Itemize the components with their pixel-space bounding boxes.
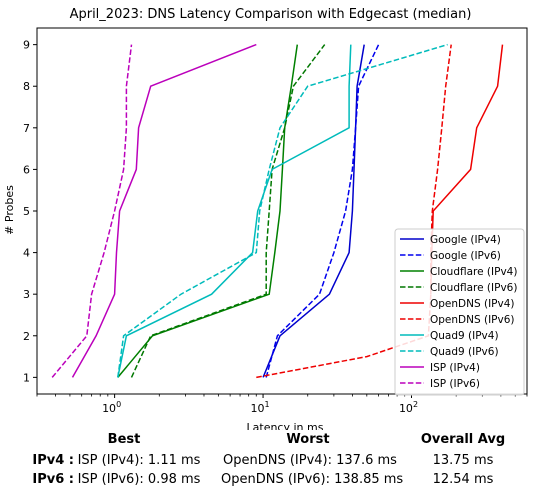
y-tick-label: 8 <box>23 80 30 93</box>
summary-row-label-ipv4: IPv4 : <box>32 453 74 468</box>
legend: Google (IPv4) Google (IPv6) Cloudflare (IP… <box>394 228 525 396</box>
summary-header-best: Best <box>107 432 141 447</box>
summary-row-label-ipv6: IPv6 : <box>32 472 74 487</box>
legend-label: Cloudflare (IPv6) <box>430 282 517 294</box>
chart-title: April_2023: DNS Latency Comparison with … <box>70 7 472 22</box>
y-tick-label: 5 <box>23 205 30 218</box>
summary-avg-ipv4: 13.75 ms <box>432 453 494 468</box>
y-tick-label: 3 <box>23 288 30 301</box>
summary-worst-ipv6: OpenDNS (IPv6): 138.85 ms <box>221 472 404 487</box>
summary-best-ipv4: ISP (IPv4): 1.11 ms <box>77 453 201 468</box>
series-line-quad9-ipv6 <box>117 43 448 378</box>
summary-table: Best Worst Overall Avg IPv4 : ISP (IPv4)… <box>0 430 541 496</box>
x-axis-label: Latency in ms <box>247 421 324 430</box>
y-tick-label: 1 <box>23 371 30 384</box>
y-tick-label: 4 <box>23 247 30 260</box>
legend-label: OpenDNS (IPv6) <box>430 314 515 326</box>
series-lines <box>51 43 504 379</box>
summary-header-avg: Overall Avg <box>420 432 506 447</box>
series-line-isp-ipv6 <box>51 44 133 378</box>
series-line-google-ipv4 <box>262 44 365 378</box>
legend-label: ISP (IPv4) <box>430 362 480 374</box>
y-tick-label: 2 <box>23 330 30 343</box>
series-line-isp-ipv4 <box>71 43 257 378</box>
legend-label: Quad9 (IPv4) <box>430 330 499 342</box>
legend-label: Quad9 (IPv6) <box>430 346 499 358</box>
series-line-quad9-ipv4 <box>117 44 352 378</box>
legend-label: Google (IPv6) <box>430 250 501 262</box>
series-line-google-ipv6 <box>265 44 380 378</box>
summary-avg-ipv6: 12.54 ms <box>432 472 494 487</box>
y-tick-label: 9 <box>23 39 30 52</box>
legend-box <box>394 228 525 396</box>
legend-label: Cloudflare (IPv4) <box>430 266 517 278</box>
x-tick-label: 101 <box>251 400 270 415</box>
series-line-cloudflare-ipv6 <box>130 44 326 378</box>
y-axis-label: # Probes <box>3 185 16 235</box>
legend-label: OpenDNS (IPv4) <box>430 298 515 310</box>
legend-label: ISP (IPv6) <box>430 378 480 390</box>
summary-header-worst: Worst <box>286 432 330 447</box>
legend-label: Google (IPv4) <box>430 234 501 246</box>
axes: 1 2 3 4 5 6 7 8 9 100 101 102 <box>23 39 528 415</box>
summary-worst-ipv4: OpenDNS (IPv4): 137.6 ms <box>223 453 397 468</box>
x-tick-label: 102 <box>399 400 418 415</box>
summary-best-ipv6: ISP (IPv6): 0.98 ms <box>77 472 201 487</box>
x-tick-label: 100 <box>102 400 121 415</box>
y-tick-label: 7 <box>23 122 30 135</box>
latency-chart: April_2023: DNS Latency Comparison with … <box>3 7 528 430</box>
y-tick-label: 6 <box>23 163 30 176</box>
